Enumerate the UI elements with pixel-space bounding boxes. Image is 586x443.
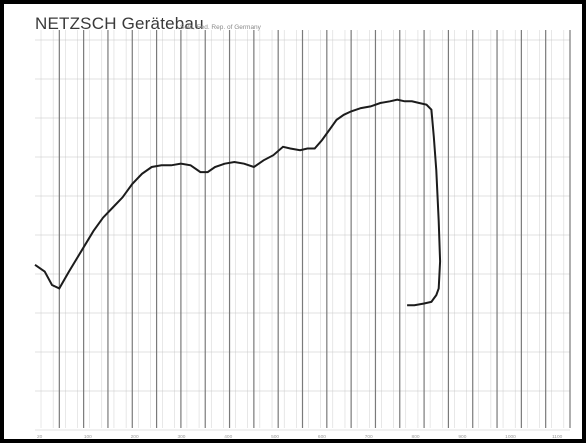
x-tick-label: 200: [131, 434, 139, 440]
x-tick-label: 800: [412, 434, 420, 440]
x-tick-label: 1000: [505, 434, 516, 440]
x-tick-labels: 20 100 200 300 400 500 600 700 800 900 1000 1100: [37, 434, 563, 440]
major-grid: [58, 30, 571, 428]
x-tick-label: 600: [318, 434, 326, 440]
x-tick-label: 1100: [552, 434, 563, 440]
minor-grid: [35, 30, 570, 431]
x-tick-label: 100: [84, 434, 92, 440]
x-tick-label: 500: [271, 434, 279, 440]
x-tick-label: 300: [177, 434, 185, 440]
brand-subtitle: Selb, Fed. Rep. of Germany: [180, 24, 262, 31]
x-tick-label: 20: [37, 434, 43, 440]
x-tick-label: 900: [458, 434, 466, 440]
x-tick-label: 700: [365, 434, 373, 440]
thermal-trace-line: [34, 98, 442, 307]
brand-title: NETZSCH Gerätebau: [35, 14, 204, 33]
x-tick-label: 400: [224, 434, 232, 440]
